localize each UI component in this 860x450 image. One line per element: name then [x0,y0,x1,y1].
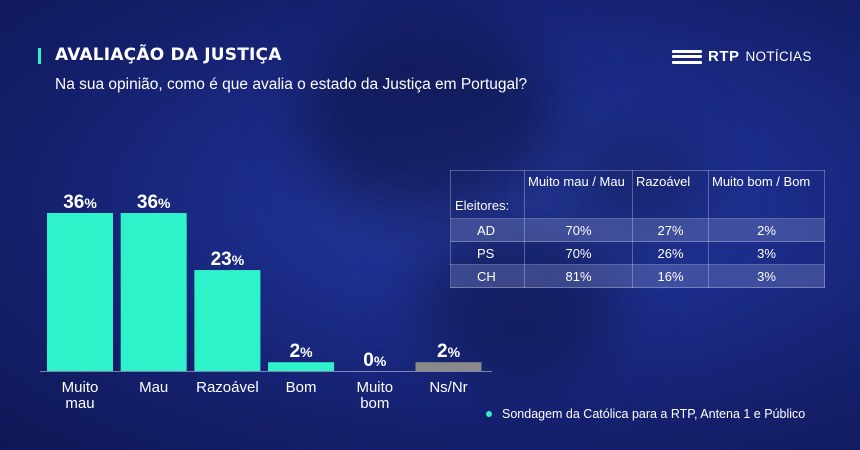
table-row: PS 70% 26% 3% [450,241,825,265]
table-cell: 26% [632,241,709,265]
table-cell: 70% [524,241,633,265]
rtp-logo-icon [672,49,702,64]
table-row: AD 70% 27% 2% [450,218,825,242]
table-cell: 16% [632,264,709,288]
bar-value-label: 2% [437,341,461,362]
bar [194,270,261,371]
table-cell: 3% [708,264,825,288]
category-label: Ns/Nr [429,379,467,396]
table-cell: 2% [708,218,825,242]
table-cell: 27% [632,218,709,242]
source-note: Sondagem da Católica para a RTP, Antena … [486,407,805,421]
source-text: Sondagem da Católica para a RTP, Antena … [502,407,806,421]
bar-value-label: 2% [290,341,314,362]
category-label: Mau [139,379,168,396]
table-row: CH 81% 16% 3% [450,264,825,288]
table-header: Muito mau / Mau [524,170,633,219]
table-corner-label: Eleitores: [450,170,525,219]
bar [47,213,113,371]
category-label: Muito bom [356,379,393,412]
page-title: AVALIAÇÃO DA JUSTIÇA [55,45,282,65]
bar [415,362,482,371]
logo-brand: RTP [708,48,740,65]
bar-value-label: 36% [63,192,97,213]
logo-section: NOTÍCIAS [745,49,812,64]
category-label: Bom [286,379,317,396]
table-cell: 3% [708,241,825,265]
bar [120,213,187,371]
title-accent-bar [38,48,41,64]
table-cell: 70% [524,218,633,242]
rtp-noticias-logo: RTP NOTÍCIAS [672,48,812,65]
bar-chart: 36% Muito mau 36% Mau 23% Razoável 2% Bom 0% Muito… [47,192,482,412]
category-label: Razoável [196,379,259,396]
bar-value-label: 0% [363,350,387,371]
table-cell: 81% [524,264,633,288]
row-label: CH [450,264,525,288]
bar-value-label: 36% [137,192,171,213]
page-subtitle: Na sua opinião, como é que avalia o esta… [55,76,528,93]
bullet-icon [486,411,492,417]
row-label: PS [450,241,525,265]
table-header: Muito bom / Bom [708,170,825,219]
category-label: Muito mau [62,379,99,412]
table-header: Razoável [632,170,709,219]
voters-table: Eleitores: Muito mau / Mau Razoável Muit… [450,170,825,288]
row-label: AD [450,218,525,242]
bar [268,362,335,371]
bar-value-label: 23% [211,249,245,270]
